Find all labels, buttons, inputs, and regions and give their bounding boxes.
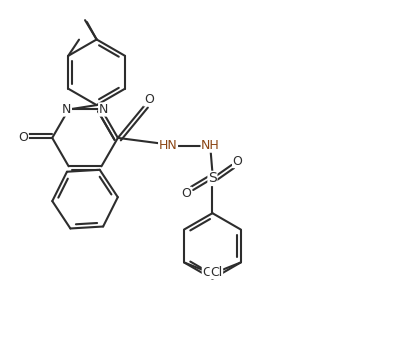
Text: HN: HN (159, 139, 177, 152)
Text: O: O (144, 93, 154, 106)
Text: Cl: Cl (203, 265, 215, 279)
Text: O: O (19, 131, 28, 144)
Text: O: O (232, 155, 242, 168)
Text: Cl: Cl (210, 265, 223, 279)
Text: S: S (208, 172, 217, 185)
Text: N: N (62, 103, 71, 116)
Text: O: O (182, 187, 191, 201)
Text: NH: NH (201, 139, 220, 152)
Text: N: N (98, 103, 108, 116)
